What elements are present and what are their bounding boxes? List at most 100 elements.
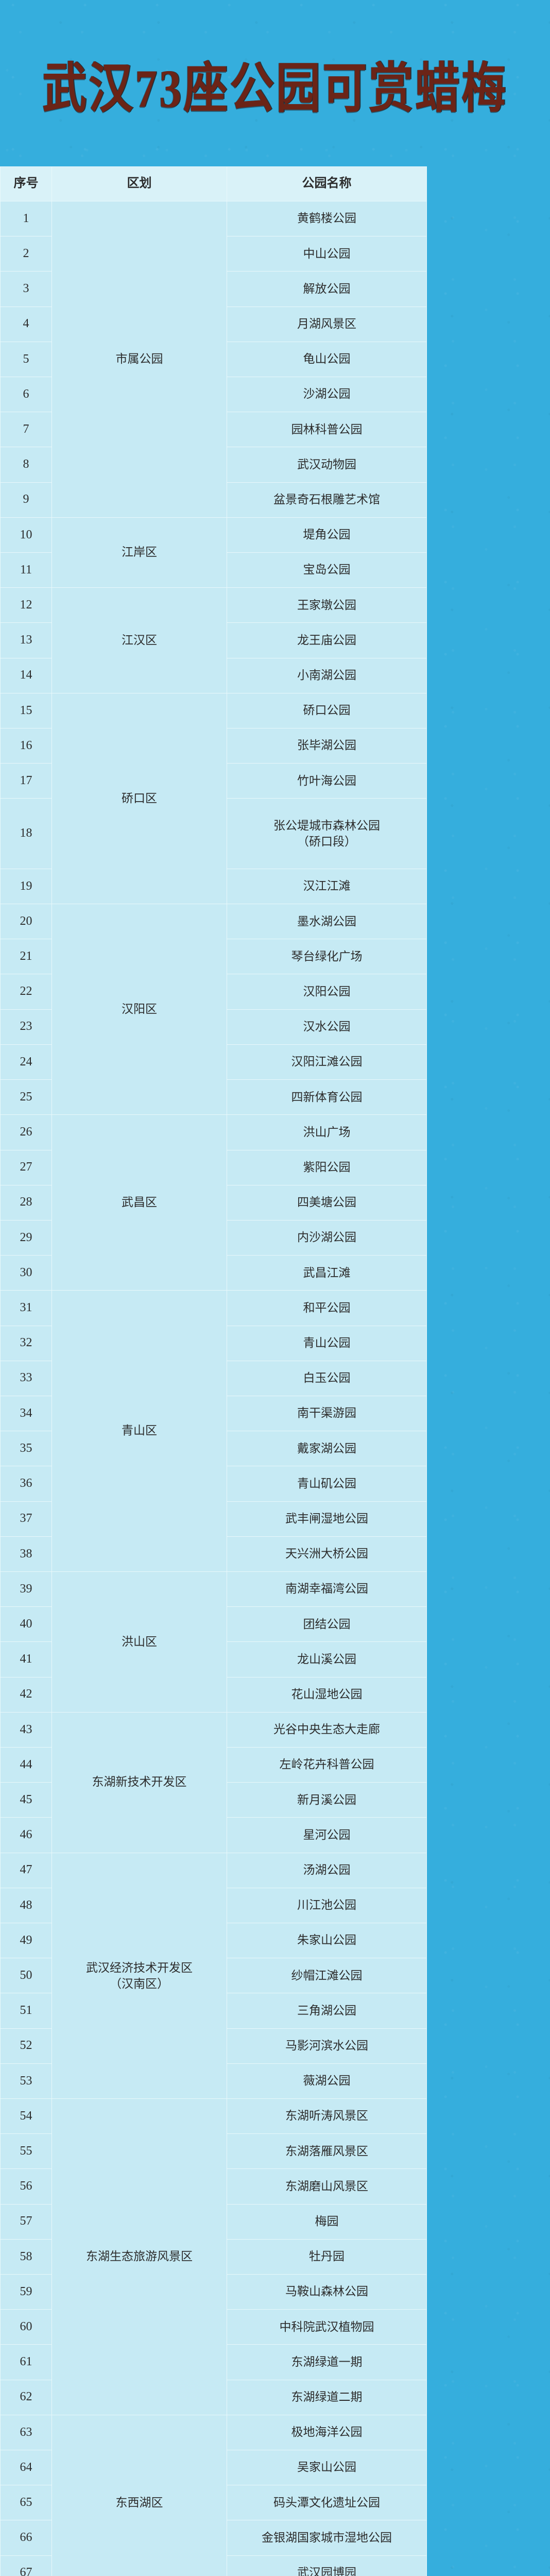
table-row: 52 马影河滨水公园 (0, 2028, 427, 2064)
cell-district: 东湖生态旅游风景区 (51, 2098, 227, 2415)
table-row: 24 汉阳江滩公园 (0, 1044, 427, 1080)
cell-park-name: 汤湖公园 (227, 1852, 427, 1888)
cell-district: 洪山区 (51, 1571, 227, 1713)
cell-no: 8 (0, 447, 52, 483)
cell-park-name: 武汉动物园 (227, 447, 427, 483)
cell-no: 54 (0, 2098, 52, 2134)
cell-no: 35 (0, 1431, 52, 1467)
cell-no: 52 (0, 2028, 52, 2064)
cell-park-name: 中山公园 (227, 236, 427, 272)
table-row: 15 硚口区 硚口公园 (0, 692, 427, 905)
cell-no: 63 (0, 2414, 52, 2451)
cell-district: 江汉区 (51, 587, 227, 693)
cell-park-name: 张公堤城市森林公园 （硚口段） (227, 798, 427, 869)
table-row: 3 解放公园 (0, 271, 427, 307)
table-row: 54 东湖生态旅游风景区 东湖听涛风景区 (0, 2098, 427, 2415)
cell-park-name: 竹叶海公园 (227, 763, 427, 799)
table-row: 63 东西湖区 极地海洋公园 (0, 2414, 427, 2576)
cell-park-name: 青山矶公园 (227, 1466, 427, 1502)
cell-no: 10 (0, 517, 52, 553)
table-row: 22 汉阳公园 (0, 974, 427, 1010)
table-row: 28 四美塘公园 (0, 1184, 427, 1221)
table-row: 39 洪山区 南湖幸福湾公园 (0, 1571, 427, 1713)
cell-park-name: 堤角公园 (227, 517, 427, 553)
cell-park-name: 武昌江滩 (227, 1255, 427, 1291)
cell-park-name: 星河公园 (227, 1817, 427, 1853)
cell-no: 64 (0, 2450, 52, 2486)
table-row: 66 金银湖国家城市湿地公园 (0, 2520, 427, 2556)
cell-park-name: 薇湖公园 (227, 2063, 427, 2099)
cell-park-name: 硚口公园 (227, 692, 427, 729)
cell-park-name: 东湖绿道二期 (227, 2379, 427, 2415)
cell-park-name: 汉阳江滩公园 (227, 1044, 427, 1080)
cell-park-name: 光谷中央生态大走廊 (227, 1711, 427, 1748)
cell-park-name: 青山公园 (227, 1325, 427, 1361)
cell-park-name: 白玉公园 (227, 1360, 427, 1396)
park-list-table: 序号 区划 公园名称 1 市属公园 黄鹤楼公园 2 中山公园 3 解放公园 4 月湖风景区 5 龟山… (0, 166, 427, 2576)
title-area: 武汉73座公园可赏蜡梅 (0, 0, 550, 166)
cell-no: 58 (0, 2239, 52, 2275)
column-header-no: 序号 (0, 166, 52, 201)
table-row: 57 梅园 (0, 2204, 427, 2240)
cell-no: 66 (0, 2520, 52, 2556)
cell-no: 3 (0, 271, 52, 307)
cell-no: 41 (0, 1641, 52, 1677)
cell-no: 11 (0, 552, 52, 588)
table-row: 60 中科院武汉植物园 (0, 2309, 427, 2345)
cell-no: 44 (0, 1747, 52, 1783)
cell-no: 51 (0, 1993, 52, 2029)
table-row: 29 内沙湖公园 (0, 1219, 427, 1256)
cell-no: 17 (0, 763, 52, 799)
table-row: 18 张公堤城市森林公园 （硚口段） (0, 798, 427, 869)
cell-park-name: 纱帽江滩公园 (227, 1958, 427, 1994)
table-header-row: 序号 区划 公园名称 (0, 166, 427, 201)
cell-park-name: 花山湿地公园 (227, 1676, 427, 1713)
cell-no: 65 (0, 2485, 52, 2521)
cell-park-name: 龟山公园 (227, 341, 427, 378)
cell-no: 13 (0, 622, 52, 658)
cell-no: 42 (0, 1676, 52, 1713)
cell-park-name: 沙湖公园 (227, 377, 427, 413)
cell-no: 28 (0, 1184, 52, 1221)
cell-no: 21 (0, 939, 52, 975)
cell-no: 15 (0, 692, 52, 729)
cell-no: 25 (0, 1079, 52, 1115)
cell-no: 20 (0, 904, 52, 940)
cell-no: 4 (0, 306, 52, 342)
table-row: 5 龟山公园 (0, 341, 427, 378)
cell-park-name: 和平公园 (227, 1290, 427, 1326)
table-row: 9 盆景奇石根雕艺术馆 (0, 482, 427, 518)
cell-no: 1 (0, 200, 52, 237)
cell-district: 硚口区 (51, 692, 227, 905)
cell-no: 49 (0, 1922, 52, 1959)
table-row: 33 白玉公园 (0, 1360, 427, 1396)
cell-park-name: 四美塘公园 (227, 1184, 427, 1221)
cell-park-name: 朱家山公园 (227, 1922, 427, 1959)
table-row: 38 天兴洲大桥公园 (0, 1536, 427, 1572)
table-row: 14 小南湖公园 (0, 657, 427, 693)
table-row: 2 中山公园 (0, 236, 427, 272)
table-row: 51 三角湖公园 (0, 1993, 427, 2029)
cell-park-name: 戴家湖公园 (227, 1431, 427, 1467)
cell-park-name: 吴家山公园 (227, 2450, 427, 2486)
cell-no: 40 (0, 1606, 52, 1642)
table-row: 48 川江池公园 (0, 1887, 427, 1923)
table-row: 7 园林科普公园 (0, 412, 427, 448)
table-row: 27 紫阳公园 (0, 1149, 427, 1185)
cell-park-name: 龙山溪公园 (227, 1641, 427, 1677)
cell-no: 18 (0, 798, 52, 869)
cell-park-name: 东湖磨山风景区 (227, 2168, 427, 2205)
cell-no: 27 (0, 1149, 52, 1185)
cell-district: 东湖新技术开发区 (51, 1711, 227, 1853)
cell-no: 29 (0, 1219, 52, 1256)
table-row: 25 四新体育公园 (0, 1079, 427, 1115)
table-row: 47 武汉经济技术开发区 （汉南区） 汤湖公园 (0, 1852, 427, 2099)
page-title: 武汉73座公园可赏蜡梅 (42, 58, 508, 119)
column-header-district: 区划 (51, 166, 227, 201)
cell-no: 24 (0, 1044, 52, 1080)
cell-park-name: 南干渠游园 (227, 1395, 427, 1432)
cell-district: 青山区 (51, 1290, 227, 1572)
cell-park-name: 黄鹤楼公园 (227, 200, 427, 237)
cell-park-name: 东湖落雁风景区 (227, 2133, 427, 2170)
cell-park-name: 天兴洲大桥公园 (227, 1536, 427, 1572)
